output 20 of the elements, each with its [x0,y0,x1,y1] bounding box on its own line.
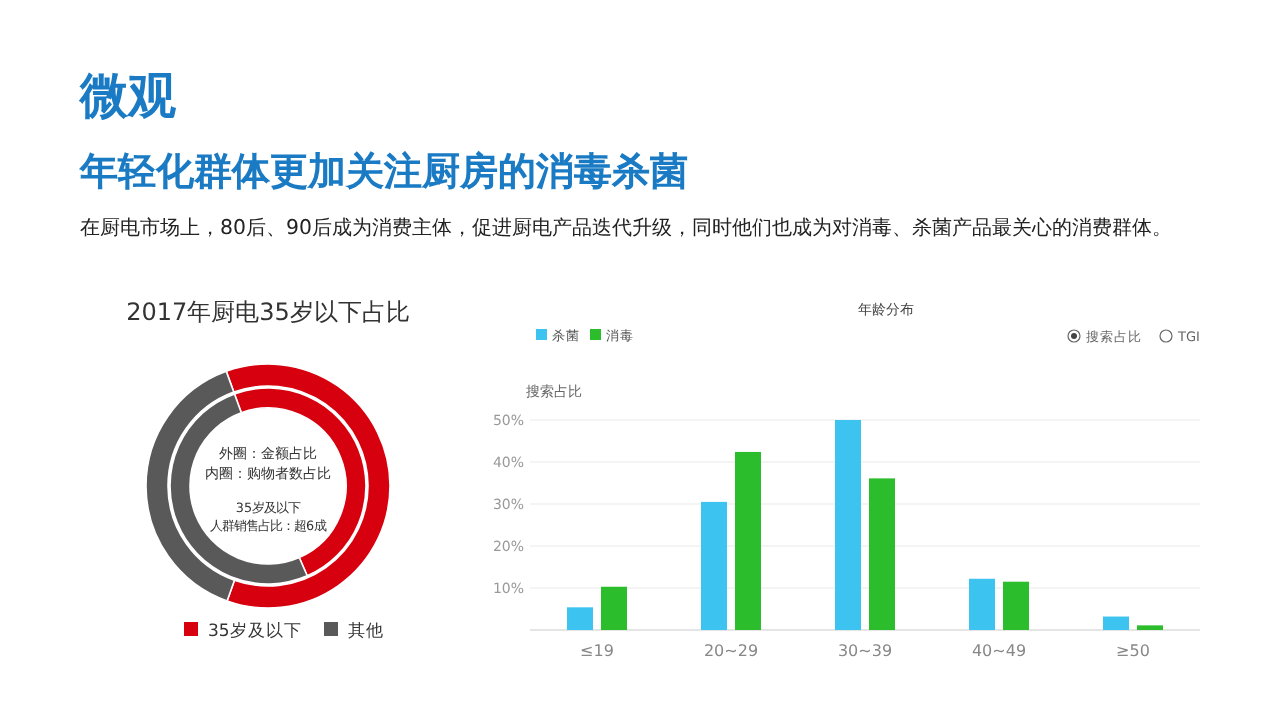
text: 微观 [78,68,178,124]
chart-title: 2017年厨电35岁以下占比 [126,298,410,326]
x-tick-label: 40~49 [971,642,1027,660]
x-tick-label: ≤19 [580,642,614,660]
x-tick-label: 30~39 [837,642,893,660]
legend-label: 其他 [348,620,384,642]
bar [1003,581,1029,630]
bar [1103,616,1129,630]
bar [701,501,727,630]
bar [601,586,627,630]
bar [869,478,895,630]
text: 年轻化群体更加关注厨房的消毒杀菌 [78,150,688,194]
x-tick-label: ≥50 [1116,642,1150,660]
x-tick-label: 20~29 [703,642,759,660]
bar [567,607,593,630]
bar [735,451,761,630]
bar [969,578,995,630]
text: 在厨电市场上，80后、90后成为消费主体，促进厨电产品迭代升级，同时他们也成为对消毒、杀菌产品最关心的消费群体。 [80,216,1172,240]
legend-label: 35岁及以下 [208,620,302,642]
bar [835,420,861,630]
